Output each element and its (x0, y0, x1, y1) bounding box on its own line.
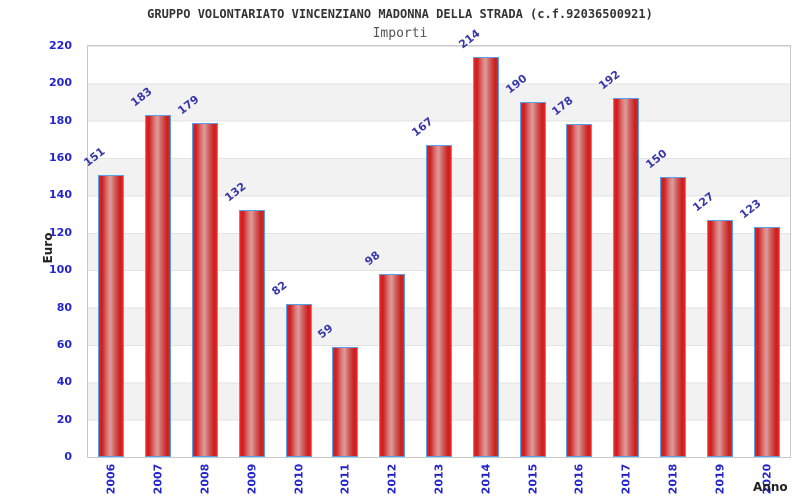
x-tick-label-2014: 2014 (479, 463, 493, 495)
y-tick-label: 160 (49, 151, 72, 165)
y-tick-label: 220 (49, 39, 72, 52)
x-tick-label-2010: 2010 (292, 463, 306, 495)
bar-2020 (753, 227, 780, 457)
y-tick-label: 20 (56, 412, 72, 426)
bar-2012 (379, 273, 406, 457)
bar-2008 (192, 122, 218, 457)
x-tick-label-2019: 2019 (713, 463, 727, 495)
bar-2019 (706, 219, 733, 457)
y-tick-label: 60 (56, 337, 72, 351)
chart-title: GRUPPO VOLONTARIATO VINCENZIANO MADONNA … (147, 7, 653, 21)
chart-subtitle: Importi (372, 26, 428, 41)
y-tick-label: 120 (49, 225, 72, 239)
x-tick-label-2013: 2013 (432, 463, 446, 495)
bar-2006 (98, 174, 125, 457)
y-axis-title: Euro (41, 232, 55, 264)
x-tick-label-2012: 2012 (385, 463, 399, 495)
x-tick-label-2006: 2006 (104, 463, 118, 495)
x-tick-label-2008: 2008 (198, 463, 212, 495)
y-tick-label: 200 (49, 76, 72, 90)
x-axis-title: Anno (753, 480, 788, 494)
y-tick-label: 0 (64, 450, 72, 463)
bar-2018 (660, 176, 686, 457)
x-tick-label-2007: 2007 (151, 463, 165, 495)
x-tick-label-2017: 2017 (619, 463, 633, 495)
x-tick-label-2015: 2015 (526, 463, 540, 495)
bar-2011 (332, 346, 359, 457)
plot-area: 151 183 179 132 82 59 98 167 214 190 178 192 150 127 1… (82, 27, 791, 458)
bar-2010 (285, 303, 312, 457)
bar-2017 (613, 98, 640, 457)
x-tick-label-2009: 2009 (245, 463, 259, 495)
bar-2015 (519, 102, 546, 457)
bar-2014 (472, 57, 499, 457)
x-tick-label-2011: 2011 (338, 463, 352, 495)
bar-2016 (566, 124, 593, 457)
x-tick-label-2016: 2016 (572, 463, 586, 495)
bar-2013 (426, 145, 452, 457)
bar-2007 (145, 115, 172, 457)
y-tick-label: 100 (49, 263, 72, 277)
y-tick-label: 80 (56, 300, 72, 314)
y-tick-label: 140 (49, 188, 72, 202)
y-axis: 0 20 40 60 80 100 120 140 160 180 200 220 (0, 0, 82, 500)
y-tick-label: 40 (56, 375, 72, 389)
bar-2009 (238, 210, 265, 457)
y-tick-label: 180 (49, 113, 72, 127)
x-tick-label-2018: 2018 (666, 463, 680, 495)
